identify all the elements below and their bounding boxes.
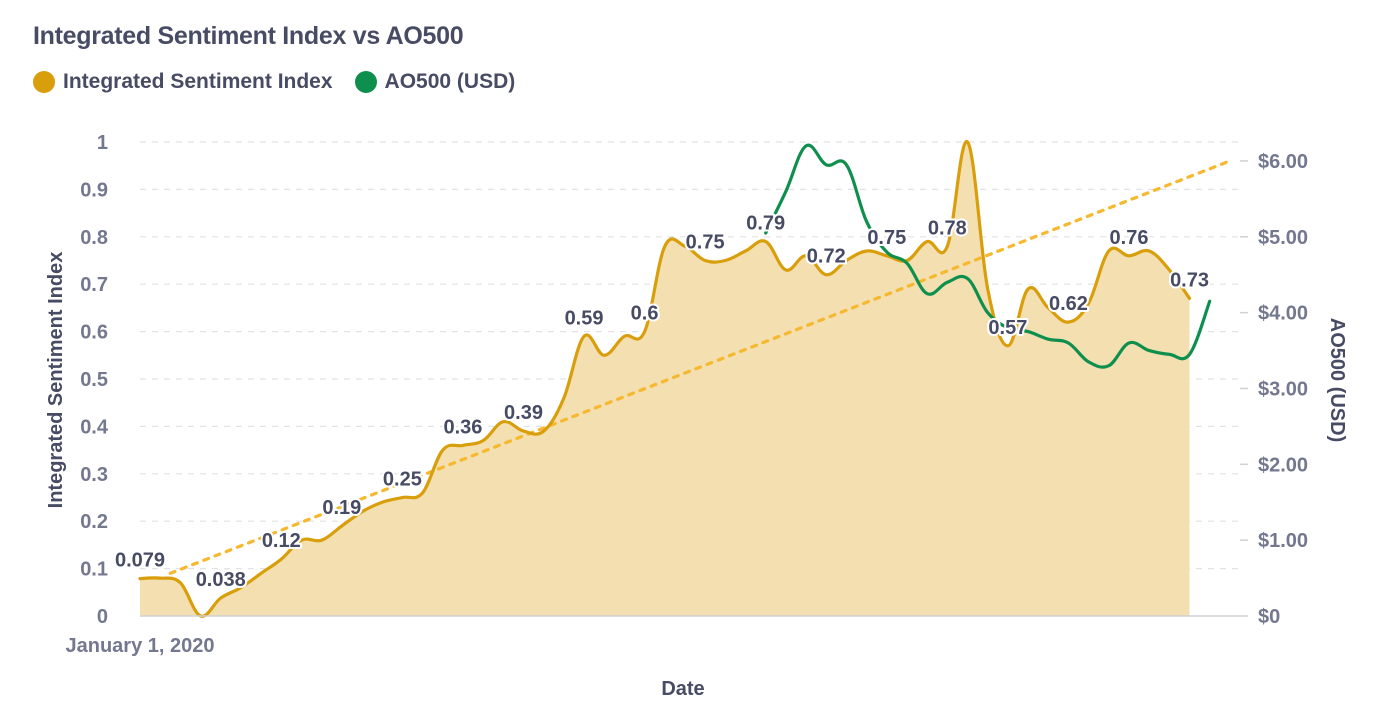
x-axis-title: Date — [661, 678, 704, 700]
legend-swatch-ao500 — [354, 71, 377, 93]
y-left-tick-label: 0.4 — [80, 416, 109, 438]
data-label: 0.75 — [867, 227, 906, 249]
legend-label-sentiment: Integrated Sentiment Index — [63, 70, 333, 93]
data-label: 0.79 — [746, 213, 785, 235]
y-left-tick-label: 0.7 — [80, 274, 108, 296]
data-label: 0.038 — [196, 569, 246, 591]
axes: 0 0.1 0.2 0.3 0.4 0.5 0.6 0.7 0.8 0.9 1 $0 $1.00 $2.0… — [45, 132, 1348, 700]
y-right-tick-label: $4.00 — [1258, 303, 1308, 325]
data-label: 0.6 — [631, 303, 659, 325]
trendline-layer — [168, 159, 1232, 575]
y-right-tick-label: $3.00 — [1258, 378, 1308, 400]
data-label: 0.76 — [1110, 227, 1149, 249]
legend-swatch-sentiment — [33, 71, 55, 93]
y-right-tick-label: $2.00 — [1258, 454, 1308, 476]
sentiment-line — [138, 140, 1192, 618]
data-label: 0.75 — [686, 232, 725, 254]
y-left-axis-title: Integrated Sentiment Index — [45, 252, 67, 509]
trendline — [168, 159, 1232, 575]
data-label: 0.73 — [1170, 269, 1209, 291]
y-left-tick-label: 0.6 — [80, 322, 108, 344]
data-label: 0.78 — [928, 217, 967, 239]
y-left-tick-label: 0.9 — [80, 179, 108, 201]
data-label: 0.36 — [443, 416, 482, 438]
legend-label-ao500: AO500 (USD) — [384, 70, 516, 93]
y-right-tick-label: $0 — [1258, 606, 1280, 628]
y-left-tick-label: 0.3 — [80, 464, 108, 486]
y-right-axis-title: AO500 (USD) — [1326, 318, 1348, 442]
ao500-line — [764, 143, 1212, 369]
chart-title: Integrated Sentiment Index vs AO500 — [33, 22, 464, 50]
data-label: 0.62 — [1049, 293, 1088, 315]
y-left-tick-label: 0.8 — [80, 227, 108, 249]
data-label: 0.72 — [807, 246, 846, 268]
y-right-tick-label: $6.00 — [1258, 151, 1308, 173]
series-lines-layer — [138, 140, 1212, 618]
y-right-tick-label: $5.00 — [1258, 227, 1308, 249]
data-label: 0.39 — [504, 402, 543, 424]
data-label: 0.57 — [988, 317, 1027, 339]
legend: Integrated Sentiment Index AO500 (USD) — [33, 70, 515, 94]
data-label: 0.59 — [565, 307, 604, 329]
data-labels: 0.079 0.038 0.12 0.19 0.25 0.36 0.39 0.59 0.6 0.7… — [113, 211, 1211, 593]
data-label: 0.19 — [322, 497, 361, 519]
data-label: 0.25 — [383, 469, 422, 491]
legend-item-ao500[interactable]: AO500 (USD) — [354, 70, 516, 94]
data-label: 0.079 — [115, 550, 165, 572]
x-tick-label: January 1, 2020 — [66, 635, 215, 657]
y-left-tick-label: 1 — [97, 132, 108, 154]
legend-item-sentiment[interactable]: Integrated Sentiment Index — [33, 70, 333, 94]
y-right-tick-label: $1.00 — [1258, 530, 1308, 552]
y-left-tick-label: 0.5 — [80, 369, 108, 391]
y-left-tick-label: 0.2 — [80, 511, 108, 533]
data-label: 0.12 — [262, 530, 301, 552]
y-left-tick-label: 0.1 — [80, 559, 108, 581]
y-left-tick-label: 0 — [97, 606, 108, 628]
